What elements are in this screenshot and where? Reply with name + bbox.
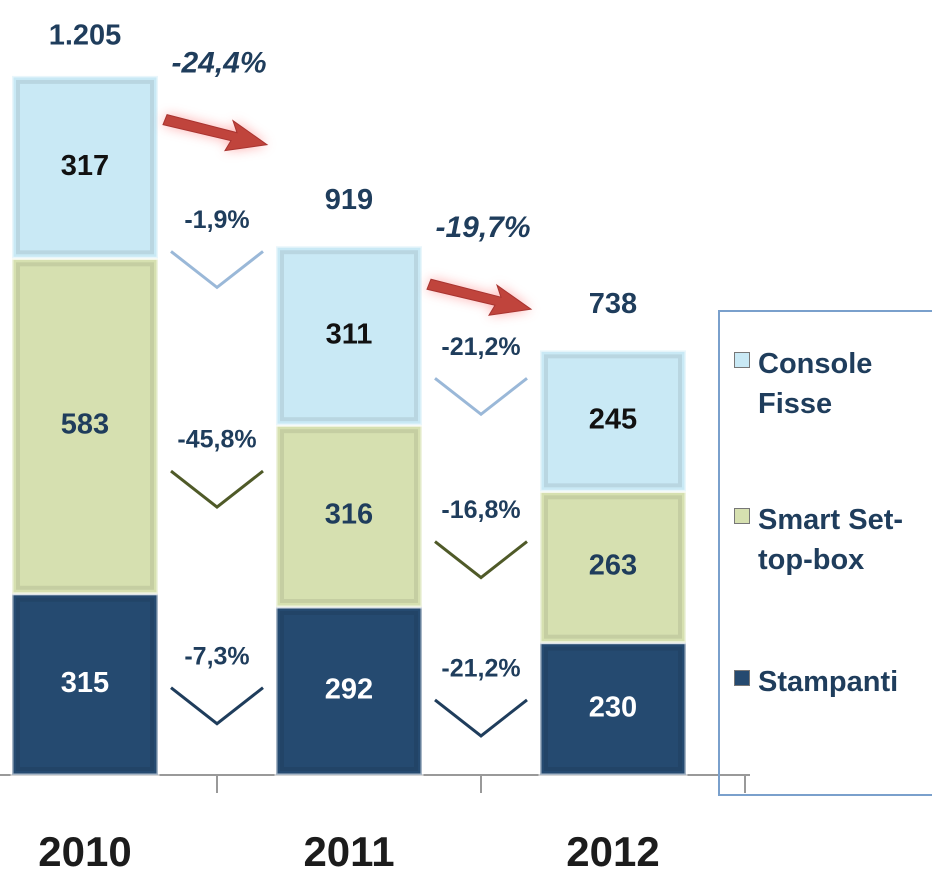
total-change-arrow xyxy=(426,278,533,316)
arrow xyxy=(162,114,269,152)
arrow xyxy=(426,278,533,316)
change-label: -1,9% xyxy=(184,206,249,234)
change-chevron xyxy=(434,698,528,738)
segment-label: 311 xyxy=(326,318,373,350)
bar-segment xyxy=(274,423,424,609)
total-change-arrow xyxy=(162,114,269,152)
change-label: -16,8% xyxy=(441,496,520,524)
bar-bevel xyxy=(280,250,418,422)
legend: Console Fisse Smart Set-top-box Stampanti xyxy=(718,310,932,796)
segment-label: 292 xyxy=(325,674,373,706)
legend-item: Console Fisse xyxy=(734,344,934,424)
bar-bevel xyxy=(16,79,154,255)
x-tick-label: 2012 xyxy=(566,828,659,874)
legend-label: Console Fisse xyxy=(758,348,873,420)
bar-segment xyxy=(274,244,424,427)
segment-label: 316 xyxy=(325,499,373,531)
segment-label: 230 xyxy=(589,691,637,723)
total-label: 738 xyxy=(589,288,637,320)
legend-swatch xyxy=(734,352,750,368)
legend-item: Smart Set-top-box xyxy=(734,500,934,580)
bar-bevel xyxy=(544,646,682,772)
segment-label: 263 xyxy=(589,550,637,582)
bar-segment xyxy=(10,256,160,596)
change-chevron xyxy=(434,540,528,580)
bar-segment xyxy=(10,592,160,777)
legend-label: Stampanti xyxy=(758,666,899,698)
change-label: -7,3% xyxy=(184,642,249,670)
x-tick-label: 2010 xyxy=(38,828,131,874)
legend-swatch xyxy=(734,508,750,524)
change-label: -21,2% xyxy=(441,333,520,361)
total-label: 919 xyxy=(325,184,373,216)
bar-bevel xyxy=(280,429,418,603)
total-label: 1.205 xyxy=(49,19,122,51)
total-change-label: -24,4% xyxy=(171,47,266,80)
bar-bevel xyxy=(16,262,154,590)
segment-label: 245 xyxy=(589,404,637,436)
legend-item: Stampanti xyxy=(734,662,934,702)
total-change-label: -19,7% xyxy=(435,211,530,244)
change-label: -45,8% xyxy=(177,426,256,454)
bar-segment xyxy=(538,641,688,777)
change-chevron xyxy=(170,686,264,726)
segment-label: 315 xyxy=(61,667,109,699)
bar-bevel xyxy=(544,354,682,488)
change-chevron xyxy=(434,377,528,417)
bar-segment xyxy=(538,348,688,493)
bar-bevel xyxy=(16,597,154,771)
segment-label: 583 xyxy=(61,409,109,441)
x-tick-label: 2011 xyxy=(303,828,394,874)
change-label: -21,2% xyxy=(441,655,520,683)
legend-label: Smart Set-top-box xyxy=(758,504,904,576)
legend-swatch xyxy=(734,670,750,686)
segment-label: 317 xyxy=(61,150,109,182)
change-chevron xyxy=(170,250,264,290)
bar-segment xyxy=(10,74,160,260)
change-chevron xyxy=(170,469,264,509)
bar-bevel xyxy=(280,610,418,771)
bar-bevel xyxy=(544,495,682,639)
